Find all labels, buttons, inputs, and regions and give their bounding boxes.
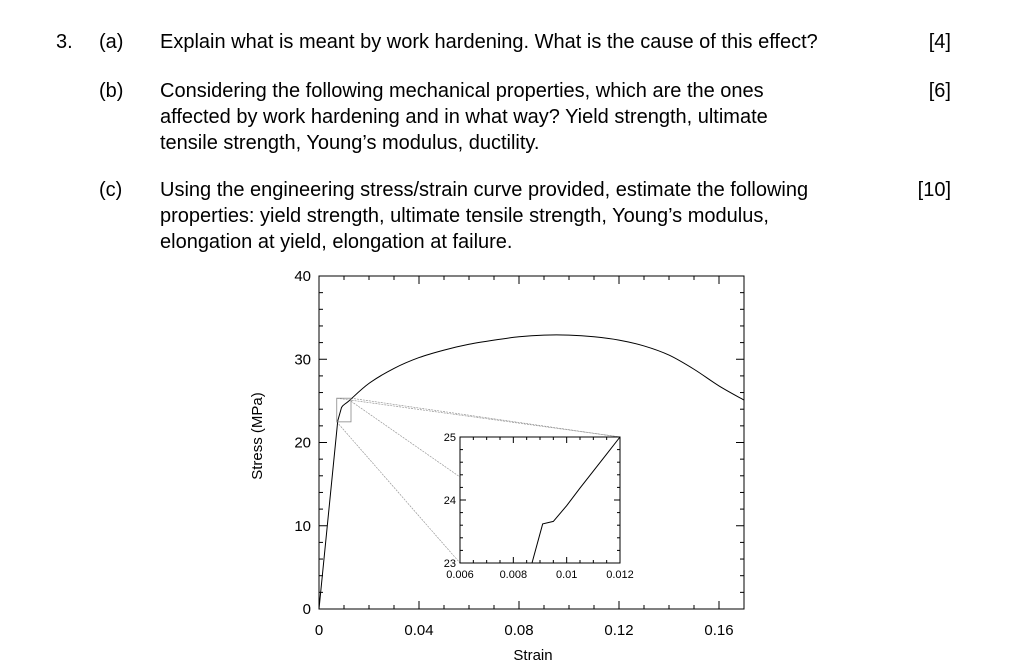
part-c-line-2: properties: yield strength, ultimate ten…	[160, 205, 769, 227]
inset-y-tick-label: 23	[444, 558, 456, 570]
inset-plot-frame	[459, 436, 621, 564]
y-tick-label: 40	[294, 268, 311, 285]
inset-x-tick-label: 0.01	[556, 569, 577, 581]
y-axis-label: Stress (MPa)	[249, 392, 266, 480]
part-b-line-2: affected by work hardening and in what w…	[160, 106, 768, 128]
stress-strain-curve	[318, 334, 745, 610]
question-number: 3.	[56, 31, 73, 53]
part-c-marks: [10]	[917, 179, 951, 201]
zoom-guide-line	[350, 397, 621, 438]
part-b-label: (b)	[99, 80, 124, 102]
zoom-region-box	[336, 397, 352, 423]
inset-plot: 0.006 0.008 0.01 0.012 23 24 25	[444, 432, 634, 581]
inset-y-tick-label: 24	[444, 495, 456, 507]
inset-axis-tick-labels: 0.006 0.008 0.01 0.012 23 24 25	[444, 432, 634, 581]
inset-x-tick-label: 0.012	[606, 569, 634, 581]
inset-x-tick-label: 0.008	[500, 569, 528, 581]
part-c-line-3: elongation at yield, elongation at failu…	[160, 231, 513, 253]
zoom-guide-line	[336, 397, 621, 438]
part-a-label: (a)	[99, 31, 124, 53]
x-tick-label: 0.04	[404, 622, 433, 639]
y-tick-label: 30	[294, 351, 311, 368]
x-axis-label: Strain	[513, 647, 552, 664]
inset-x-tick-label: 0.006	[446, 569, 474, 581]
main-plot-frame	[318, 275, 745, 610]
inset-curve	[531, 436, 621, 564]
zoom-guide-line	[350, 400, 461, 478]
x-tick-label: 0.08	[504, 622, 533, 639]
inset-y-tick-label: 25	[444, 432, 456, 444]
part-c-line-1: Using the engineering stress/strain curv…	[160, 179, 809, 201]
part-b-line-3: tensile strength, Young’s modulus, ducti…	[160, 132, 540, 154]
zoom-guide-lines	[336, 397, 621, 564]
part-b-line-1: Considering the following mechanical pro…	[160, 80, 764, 102]
y-tick-label: 10	[294, 518, 311, 535]
y-tick-label: 0	[303, 601, 311, 618]
main-axis-tick-labels: 0 0.04 0.08 0.12 0.16 0 10 20 30 40	[294, 268, 733, 639]
part-a-marks: [4]	[928, 31, 951, 53]
part-a-line-1: Explain what is meant by work hardening.…	[160, 31, 818, 53]
y-tick-label: 20	[294, 435, 311, 452]
part-b-marks: [6]	[928, 80, 951, 102]
zoom-guide-line	[336, 421, 461, 564]
x-tick-label: 0.12	[604, 622, 633, 639]
x-tick-label: 0.16	[704, 622, 733, 639]
x-tick-label: 0	[315, 622, 323, 639]
part-c-label: (c)	[99, 179, 123, 201]
